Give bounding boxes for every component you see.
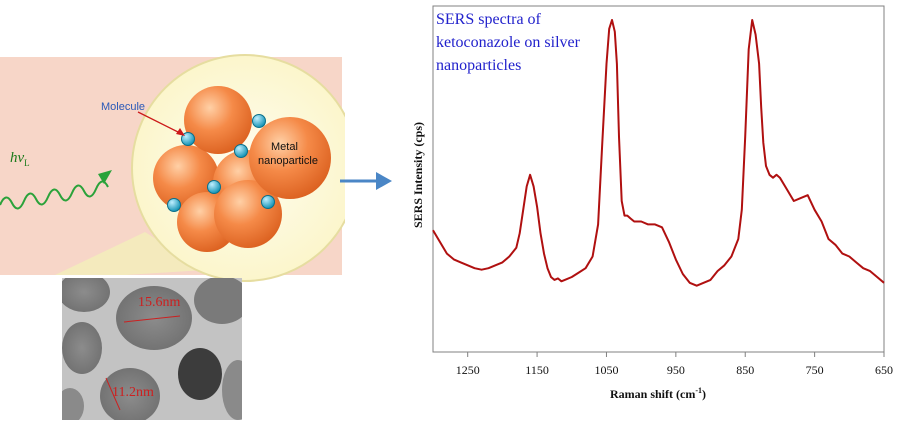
chart-title-line-1: SERS spectra of (436, 11, 542, 28)
molecule-dot (252, 114, 266, 128)
tem-particle (62, 388, 84, 420)
series-line (432, 19, 885, 287)
tem-particle (178, 348, 222, 400)
tem-measure-label-1: 15.6nm (138, 295, 181, 310)
x-axis-ticks: 1250 1150 1050 950 850 750 650 (456, 352, 893, 377)
tem-particle (116, 286, 192, 350)
light-arrowhead (98, 170, 112, 184)
light-symbol: hνL (10, 150, 30, 168)
tem-micrograph: 15.6nm 11.2nm (62, 278, 242, 420)
molecule-dot (261, 195, 275, 209)
tem-particle (62, 278, 110, 312)
tem-measure-label-2: 11.2nm (112, 385, 154, 400)
zoom-cone (55, 232, 205, 275)
tem-particle (194, 278, 242, 324)
x-axis-label: Raman shift (cm-1) (610, 386, 706, 401)
x-tick-label: 1050 (594, 363, 618, 377)
molecule-dot (234, 144, 248, 158)
chart-title-line-2: ketoconazole on silver (436, 34, 581, 51)
tem-particle (62, 322, 102, 374)
tem-particle (222, 360, 242, 420)
metal-nanoparticle (249, 117, 331, 199)
x-tick-label: 750 (806, 363, 824, 377)
link-arrow (340, 172, 392, 190)
molecule-pointer-head (176, 128, 185, 136)
particle-label-line2: nanoparticle (258, 155, 318, 167)
x-tick-label: 950 (667, 363, 685, 377)
molecule-pointer (137, 111, 183, 135)
x-tick-label: 850 (736, 363, 754, 377)
molecule-dot (167, 198, 181, 212)
tem-measure-line (123, 315, 181, 323)
nanoparticle (184, 86, 252, 154)
tem-measure-line (105, 377, 121, 411)
chart-title-line-3: nanoparticles (436, 57, 521, 74)
molecule-label: Molecule (101, 101, 145, 113)
x-tick-label: 1150 (525, 363, 549, 377)
tem-particle (100, 368, 160, 420)
x-tick-label: 650 (875, 363, 893, 377)
y-axis-label: SERS Intensity (cps) (411, 122, 425, 228)
particle-label-line1: Metal (271, 141, 298, 153)
sers-spectrum-chart: 1250 1150 1050 950 850 750 650 SERS spectra of… (411, 5, 893, 401)
plot-frame (432, 5, 885, 353)
molecule-dot (207, 180, 221, 194)
wavy-light-line (0, 180, 109, 210)
sers-scheme-diagram: Molecule Metal nanoparticle hνL (0, 54, 345, 282)
x-tick-label: 1250 (456, 363, 480, 377)
